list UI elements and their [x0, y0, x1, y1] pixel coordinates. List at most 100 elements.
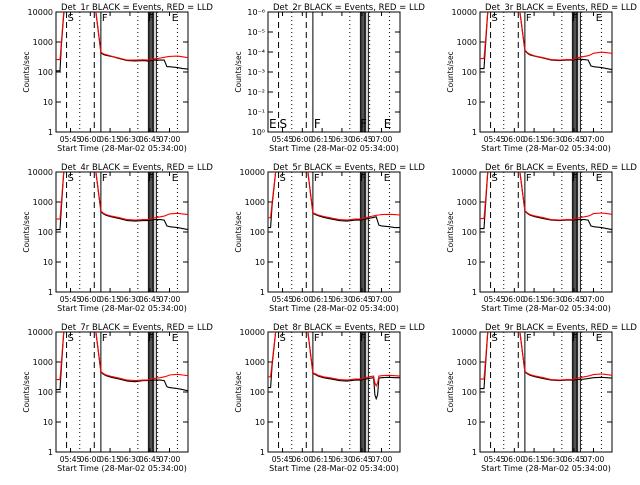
- annotation-label: S: [492, 173, 498, 184]
- x-tick-label: 07:00: [371, 295, 393, 304]
- y-tick-label: 1: [48, 288, 53, 297]
- x-tick-label: 06:30: [331, 455, 353, 464]
- x-tick-label: 05:45: [60, 455, 82, 464]
- marker-lines: [278, 172, 390, 292]
- annotation-label: F: [102, 13, 108, 24]
- series-group: [480, 12, 612, 71]
- chart-panel: 10⁰10⁻¹10⁻²10⁻³10⁻⁴10⁻⁵10⁻⁶05:4506:0006:…: [234, 3, 425, 153]
- series-line-lld: [268, 172, 400, 221]
- marker-lines: [66, 12, 178, 132]
- annotation-label: E: [596, 173, 602, 184]
- annotation-label: F: [360, 333, 366, 344]
- y-tick-label: 1: [472, 128, 477, 137]
- series-group: [268, 332, 400, 401]
- y-tick-label: 10: [43, 98, 53, 107]
- x-tick-label: 06:15: [311, 455, 333, 464]
- y-tick-label: 1: [472, 288, 477, 297]
- y-tick-label: 10000: [240, 328, 265, 337]
- series-group: [56, 332, 188, 392]
- y-tick-label: 1000: [33, 198, 53, 207]
- x-tick-label: 06:30: [543, 295, 565, 304]
- y-tick-label: 1000: [245, 358, 265, 367]
- series-line-lld: [56, 12, 188, 61]
- y-tick-label: 10: [43, 418, 53, 427]
- annotation-label: F: [572, 173, 578, 184]
- x-tick-label: 06:30: [543, 455, 565, 464]
- annotation-label: E: [269, 117, 277, 131]
- chart-title: Det_5r BLACK = Events, RED = LLD: [273, 163, 425, 173]
- annotation-label: S: [68, 173, 74, 184]
- x-tick-label: 06:45: [563, 295, 585, 304]
- series-group: [480, 172, 612, 231]
- series-line-events: [480, 172, 612, 231]
- y-tick-label: 100: [38, 388, 53, 397]
- x-tick-label: 05:45: [484, 455, 506, 464]
- y-axis-label: Counts/sec: [446, 371, 455, 412]
- y-tick-label: 100: [462, 68, 477, 77]
- plot-frame: [479, 11, 613, 133]
- x-tick-label: 06:15: [99, 295, 121, 304]
- y-tick-label: 10⁻³: [247, 68, 265, 77]
- x-tick-label: 07:00: [583, 135, 605, 144]
- x-tick-label: 06:00: [292, 295, 314, 304]
- marker-lines: [66, 172, 178, 292]
- annotation-label: E: [172, 333, 178, 344]
- marker-lines: [278, 12, 390, 132]
- marker-lines: [490, 332, 602, 452]
- annotation-label: E: [172, 173, 178, 184]
- x-tick-label: 06:00: [80, 455, 102, 464]
- x-tick-label: 06:45: [563, 135, 585, 144]
- x-tick-label: 06:15: [311, 135, 333, 144]
- y-axis-label: Counts/sec: [22, 51, 31, 92]
- x-tick-label: 05:45: [484, 135, 506, 144]
- chart-panel: 1 10 100 1000 10000 05:4506:0006:1506:3006:45…: [234, 323, 425, 473]
- x-tick-label: 07:00: [371, 135, 393, 144]
- plot-frame: [55, 331, 189, 453]
- chart-panel: 1 10 100 1000 10000 05:4506:0006:1506:3006:45…: [22, 3, 213, 153]
- y-tick-label: 100: [38, 228, 53, 237]
- y-tick-label: 10000: [452, 168, 477, 177]
- y-tick-label: 100: [250, 388, 265, 397]
- y-tick-label: 10000: [240, 168, 265, 177]
- x-tick-label: 05:45: [272, 455, 294, 464]
- y-tick-label: 100: [38, 68, 53, 77]
- y-tick-label: 1: [48, 128, 53, 137]
- y-axis-label: Counts/sec: [22, 211, 31, 252]
- chart-panel: 1 10 100 1000 10000 05:4506:0006:1506:3006:45…: [234, 163, 425, 313]
- y-tick-label: 1000: [457, 38, 477, 47]
- annotation-label: S: [280, 173, 286, 184]
- x-tick-label: 06:30: [119, 455, 141, 464]
- x-axis-label: Start Time (28-Mar-02 05:34:00): [57, 464, 187, 473]
- y-tick-label: 1: [260, 448, 265, 457]
- series-line-lld: [480, 12, 612, 61]
- x-axis-label: Start Time (28-Mar-02 05:34:00): [481, 304, 611, 313]
- y-tick-label: 10⁻⁶: [247, 8, 265, 17]
- y-axis-label: Counts/sec: [234, 211, 243, 252]
- chart-panel: 1 10 100 1000 10000 05:4506:0006:1506:3006:45…: [22, 163, 213, 313]
- y-tick-label: 10000: [28, 168, 53, 177]
- y-tick-label: 10: [467, 418, 477, 427]
- plot-frame: [479, 171, 613, 293]
- chart-title: Det_3r BLACK = Events, RED = LLD: [485, 3, 637, 13]
- y-tick-label: 1000: [457, 198, 477, 207]
- x-tick-label: 06:15: [99, 455, 121, 464]
- x-tick-label: 06:45: [139, 135, 161, 144]
- chart-title: Det_1r BLACK = Events, RED = LLD: [61, 3, 213, 13]
- y-axis-label: Counts/sec: [22, 371, 31, 412]
- x-tick-label: 06:15: [99, 135, 121, 144]
- y-axis-label: Counts/sec: [234, 51, 243, 92]
- series-line-lld: [56, 332, 188, 382]
- x-axis-label: Start Time (28-Mar-02 05:34:00): [481, 464, 611, 473]
- y-axis-label: Counts/sec: [446, 211, 455, 252]
- y-tick-label: 10: [467, 258, 477, 267]
- y-tick-label: 10000: [28, 8, 53, 17]
- chart-panel: 1 10 100 1000 10000 05:4506:0006:1506:3006:45…: [446, 3, 637, 153]
- y-tick-label: 10⁻¹: [247, 108, 265, 117]
- annotation-label: S: [280, 117, 288, 131]
- series-group: [480, 332, 612, 390]
- y-tick-label: 1: [48, 448, 53, 457]
- x-tick-label: 06:00: [80, 295, 102, 304]
- x-tick-label: 06:45: [139, 295, 161, 304]
- series-line-events: [56, 172, 188, 231]
